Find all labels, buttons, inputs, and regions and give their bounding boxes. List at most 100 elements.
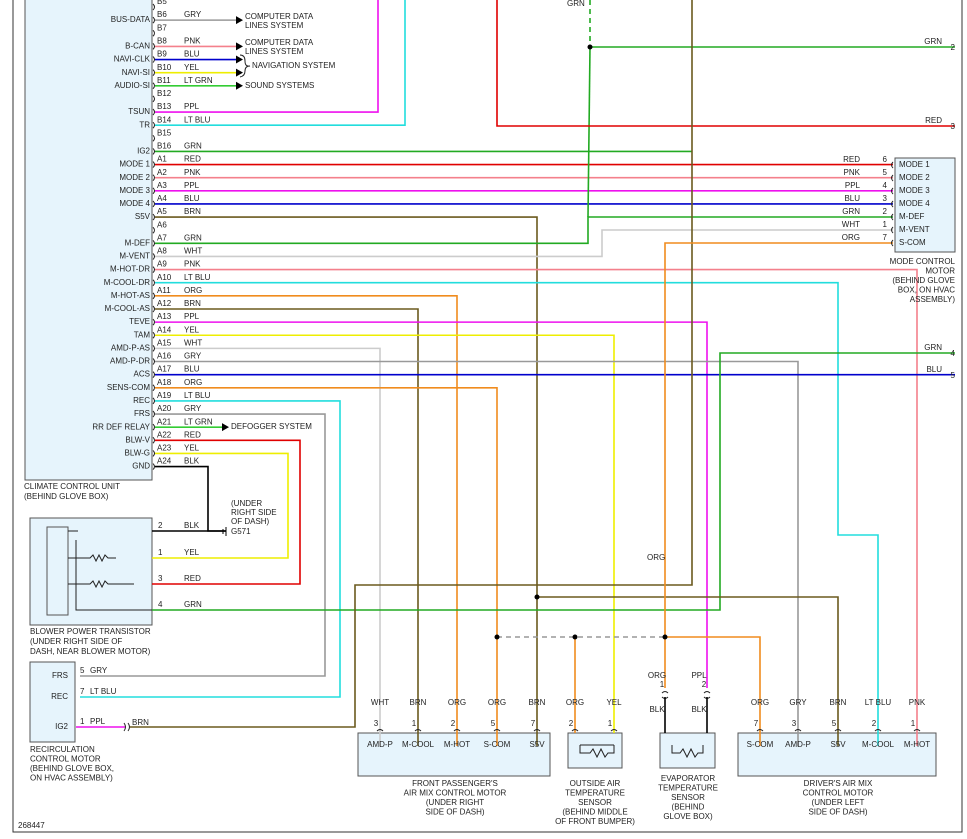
pin-label: M-COOL-AS	[105, 304, 150, 313]
wire-color: GRN	[924, 343, 942, 352]
wire-color: PPL	[691, 671, 707, 680]
pin-number: 2	[451, 719, 456, 728]
connector	[152, 161, 155, 168]
wire-color: GRY	[90, 666, 108, 675]
pin-number: 3	[951, 122, 956, 131]
wire	[80, 400, 341, 698]
pin-label: S-COM	[899, 238, 926, 247]
splice-dot	[494, 634, 500, 640]
wire	[130, 0, 693, 728]
arrow	[222, 423, 229, 432]
pin-number: 7	[754, 719, 759, 728]
arrow	[236, 42, 243, 51]
pin-label: ACS	[134, 370, 150, 379]
connector	[152, 43, 155, 50]
pin-number: A12	[157, 299, 172, 308]
wire	[155, 0, 406, 126]
pin-number: 2	[951, 43, 956, 52]
component-label: (BEHIND MIDDLE	[562, 808, 627, 817]
connector	[152, 410, 155, 418]
wire-color: YEL	[184, 325, 200, 334]
wire-color: BLU	[184, 365, 200, 374]
wire	[155, 268, 918, 746]
wire-color: BLU	[926, 365, 942, 374]
component-label: TEMPERATURE	[658, 784, 718, 793]
pin-label: MODE 1	[119, 160, 150, 169]
destination-label: SOUND SYSTEMS	[245, 81, 314, 90]
component-label: SENSOR	[578, 798, 612, 807]
pin-number: 5	[80, 666, 85, 675]
wire-color: GRY	[184, 10, 202, 19]
pin-number: A20	[157, 404, 172, 413]
connector	[756, 729, 764, 732]
wire-color: BRN	[529, 698, 546, 707]
pin-number: 7	[80, 687, 85, 696]
wire-color: WHT	[184, 247, 202, 256]
wire-color: RED	[184, 155, 201, 164]
pin-number: B12	[157, 89, 172, 98]
component-label: SIDE OF DASH)	[425, 808, 484, 817]
component-label: BOX, ON HVAC	[898, 286, 955, 295]
wire	[152, 452, 289, 559]
component-label: CLIMATE CONTROL UNIT	[24, 482, 120, 491]
pin-number: A8	[157, 247, 167, 256]
pin-label: TEVE	[129, 317, 150, 326]
wire-color: LT BLU	[865, 698, 892, 707]
connector	[891, 239, 894, 247]
pin-number: 1	[158, 548, 163, 557]
destination-label: LINES SYSTEM	[245, 47, 304, 56]
wire-color: PNK	[909, 698, 926, 707]
pin-label: NAVI-SI	[122, 68, 150, 77]
wire-color: BRN	[184, 299, 201, 308]
wire	[155, 321, 708, 688]
pin-number: 3	[883, 194, 888, 203]
pin-label: B-CAN	[125, 41, 150, 50]
pin-label: M-DEF	[899, 212, 924, 221]
component-label: AIR MIX CONTROL MOTOR	[404, 789, 507, 798]
connector	[152, 108, 155, 116]
pin-number: A19	[157, 391, 172, 400]
wire-color: GRY	[184, 404, 202, 413]
component-label: RECIRCULATION	[30, 745, 95, 754]
connector	[152, 436, 155, 444]
component-label: (UNDER RIGHT	[426, 798, 484, 807]
component-label: CONTROL MOTOR	[30, 755, 101, 764]
pin-number: A2	[157, 168, 167, 177]
pin-number: A3	[157, 181, 167, 190]
wire-color: RED	[843, 155, 860, 164]
wire-color: RED	[184, 574, 201, 583]
connector	[152, 305, 155, 313]
pin-label: AMD-P	[367, 740, 393, 749]
connector	[493, 729, 501, 732]
pin-number: 4	[883, 181, 888, 190]
wire-color: RED	[925, 116, 942, 125]
component-label: ASSEMBLY)	[910, 295, 956, 304]
pin-number: B15	[157, 128, 172, 137]
wire-color: GRY	[789, 698, 807, 707]
component-label: SENSOR	[671, 793, 705, 802]
connector	[152, 397, 155, 405]
component-label: GLOVE BOX)	[663, 812, 713, 821]
wire-color: BLK	[691, 705, 707, 714]
connector	[533, 729, 541, 732]
wire-color: GRN	[184, 142, 202, 151]
pin-label: MODE 1	[899, 160, 930, 169]
pin-number: B14	[157, 115, 172, 124]
pin-number: 6	[883, 155, 888, 164]
component-label: CONTROL MOTOR	[803, 789, 874, 798]
connector	[891, 226, 894, 234]
connector	[874, 729, 882, 732]
pin-label: IG2	[137, 147, 150, 156]
connector	[152, 253, 155, 260]
pin-number: 5	[832, 719, 837, 728]
connector	[152, 279, 155, 287]
pin-label: M-COOL	[402, 740, 435, 749]
connector	[571, 729, 579, 732]
pin-label: NAVI-CLK	[114, 55, 151, 64]
connector	[152, 239, 155, 247]
splice-dot	[587, 44, 593, 50]
connector	[152, 200, 155, 208]
pin-number: A15	[157, 338, 172, 347]
pin-number: A4	[157, 194, 167, 203]
wire	[664, 242, 893, 688]
